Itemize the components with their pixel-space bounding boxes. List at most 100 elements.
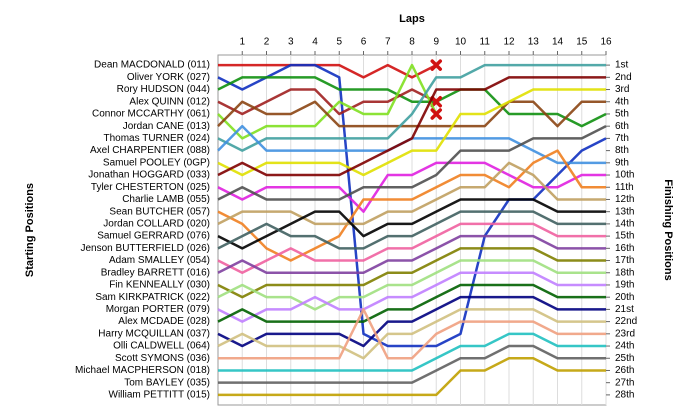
y2-tick-label: 12th: [615, 194, 634, 205]
position-line: [218, 332, 606, 372]
y2-tick-label: 15th: [615, 231, 634, 242]
y2-tick-label: 6th: [615, 121, 629, 132]
position-line: [217, 283, 606, 323]
x-tick-label: 13: [528, 37, 540, 48]
position-line: [217, 222, 606, 274]
x-tick-label: 2: [264, 37, 270, 48]
position-line: [217, 100, 606, 128]
y2-tick-label: 25th: [615, 353, 634, 364]
driver-label: Scott SYMONS (036): [115, 353, 210, 364]
driver-label: Alex QUINN (012): [129, 96, 210, 107]
driver-label: Samuel POOLEY (0GP): [103, 157, 210, 168]
position-line: [217, 308, 606, 360]
y2-tick-label: 17th: [615, 255, 634, 266]
driver-label: Tom BAYLEY (035): [124, 377, 210, 388]
y2-tick-label: 1st: [615, 60, 629, 71]
y2-tick-label: 9th: [615, 157, 629, 168]
y2-tick-label: 8th: [615, 145, 629, 156]
position-line: [218, 344, 606, 384]
y2-tick-label: 18th: [615, 267, 634, 278]
y-axis-title: Starting Positions: [24, 183, 36, 277]
position-line: [218, 357, 606, 397]
driver-label: Rory HUDSON (044): [117, 84, 210, 95]
position-line: [217, 63, 607, 348]
x-tick-label: 16: [600, 37, 612, 48]
x-tick-label: 11: [480, 37, 491, 48]
x-tick-label: 3: [288, 37, 294, 48]
position-line: [217, 88, 606, 177]
driver-label: Jordan CANE (013): [123, 121, 210, 132]
position-line: [217, 149, 606, 262]
driver-label: Oliver YORK (027): [127, 72, 210, 83]
y2-tick-label: 19th: [615, 280, 634, 291]
x-tick-label: 14: [552, 37, 564, 48]
y2-tick-label: 2nd: [615, 72, 632, 83]
driver-label: Michael MACPHERSON (018): [75, 365, 210, 376]
y2-tick-label: 13th: [615, 206, 634, 217]
y2-tick-label: 28th: [615, 390, 634, 401]
driver-label: Axel CHARPENTIER (088): [90, 145, 210, 156]
y2-axis-title: Finishing Positions: [662, 179, 674, 280]
driver-label: Fin KENNEALLY (030): [109, 280, 210, 291]
position-line: [217, 259, 606, 311]
y2-tick-label: 7th: [615, 133, 629, 144]
driver-label: Olli CALDWELL (064): [113, 341, 210, 352]
retired-marker: [430, 108, 442, 120]
position-line: [218, 308, 606, 360]
y2-tick-label: 20th: [615, 292, 634, 303]
driver-label: Samuel GERRARD (076): [97, 231, 210, 242]
y2-tick-label: 27th: [615, 377, 634, 388]
y2-tick-label: 4th: [615, 96, 629, 107]
position-line: [217, 76, 606, 177]
position-line: [217, 271, 606, 323]
y2-tick-label: 16th: [615, 243, 634, 254]
position-line: [217, 210, 606, 250]
driver-label: Tyler CHESTERTON (025): [91, 182, 210, 193]
driver-label: Harry MCQUILLAN (037): [98, 328, 210, 339]
y2-tick-label: 24th: [615, 341, 634, 352]
driver-label: Morgan PORTER (079): [106, 304, 210, 315]
x-tick-label: 4: [312, 37, 318, 48]
driver-label: Dean MACDONALD (011): [94, 60, 210, 71]
y2-tick-label: 23rd: [615, 328, 635, 339]
x-tick-label: 5: [336, 37, 342, 48]
retired-marker: [430, 59, 442, 71]
driver-label: Bradley BARRETT (016): [101, 267, 210, 278]
x-tick-label: 8: [409, 37, 415, 48]
position-line: [217, 295, 606, 348]
position-line: [217, 161, 606, 226]
y2-tick-label: 14th: [615, 219, 634, 230]
position-line: [217, 198, 606, 250]
position-line: [217, 76, 607, 128]
x-tick-label: 1: [239, 37, 245, 48]
driver-label: Sam KIRKPATRICK (022): [95, 292, 210, 303]
driver-label: Jordan COLLARD (020): [103, 219, 210, 230]
x-tick-label: 7: [385, 37, 391, 48]
x-tick-label: 12: [503, 37, 515, 48]
y2-tick-label: 3rd: [615, 84, 629, 95]
position-line: [217, 125, 607, 201]
retired-marker: [430, 96, 442, 108]
position-line: [217, 234, 606, 274]
driver-label: Charlie LAMB (055): [122, 194, 210, 205]
y2-tick-label: 10th: [615, 170, 634, 181]
driver-label: Thomas TURNER (024): [103, 133, 210, 144]
driver-label: Jonathan HOGGARD (033): [88, 170, 210, 181]
x-tick-label: 15: [576, 37, 588, 48]
x-axis-title: Laps: [399, 13, 425, 25]
y2-tick-label: 26th: [615, 365, 634, 376]
y2-tick-label: 5th: [615, 109, 629, 120]
position-line: [217, 247, 606, 299]
driver-label: Connor MCCARTHY (061): [92, 109, 210, 120]
driver-label: Jenson BUTTERFIELD (026): [81, 243, 211, 254]
x-tick-label: 9: [433, 37, 439, 48]
y2-tick-label: 11th: [615, 182, 634, 193]
driver-label: William PETTITT (015): [109, 390, 211, 401]
driver-label: Alex MCDADE (028): [118, 316, 210, 327]
driver-label: Adam SMALLEY (054): [109, 255, 210, 266]
x-tick-label: 10: [455, 37, 467, 48]
driver-label: Sean BUTCHER (057): [109, 206, 210, 217]
y2-tick-label: 21st: [615, 304, 634, 315]
y2-tick-label: 22nd: [615, 316, 637, 327]
